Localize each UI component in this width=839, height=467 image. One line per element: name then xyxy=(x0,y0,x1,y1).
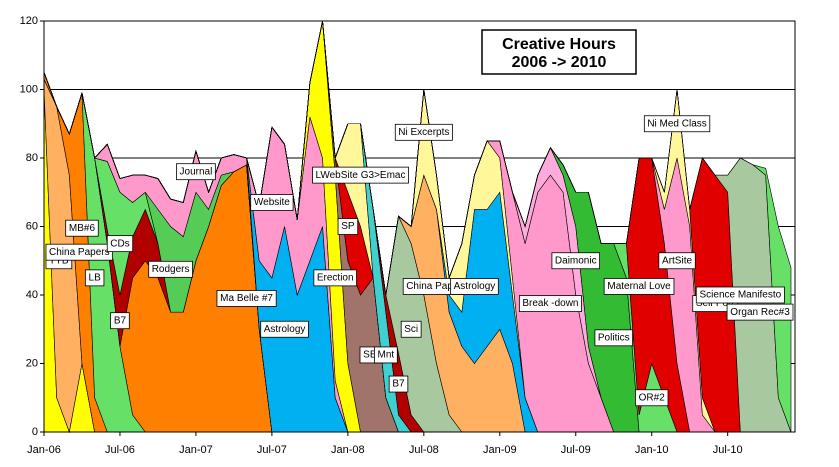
series-label: Daimonic xyxy=(555,255,597,266)
series-label: Ni Excerpts xyxy=(398,127,449,138)
x-tick-label: Jan-09 xyxy=(483,444,517,456)
label-box xyxy=(374,346,398,364)
series-label: SP xyxy=(341,221,355,232)
label-box xyxy=(635,389,669,407)
axes: 0 20 40 60 80 100 120 Jan-06 Jul-06 Jan-07 Jul-07 J… xyxy=(20,15,743,456)
series-label: Science Manifesto xyxy=(699,290,781,301)
series-label: Erection xyxy=(317,273,354,284)
label-box xyxy=(594,329,633,347)
series-label: Maternal Love xyxy=(607,281,671,292)
x-tick-label: Jul-09 xyxy=(561,444,591,456)
series-label: SEA xyxy=(363,350,383,361)
label-box xyxy=(400,320,422,338)
title-box xyxy=(481,29,637,75)
label-box xyxy=(84,269,105,287)
label-box xyxy=(148,260,193,278)
series-label: Ma Belle #7 xyxy=(220,293,273,304)
series-label: Rodgers xyxy=(152,264,190,275)
x-tick-label: Jan-07 xyxy=(179,444,213,456)
label-box xyxy=(250,194,294,211)
series-label: LB xyxy=(89,273,102,284)
label-box xyxy=(658,252,696,270)
label-box xyxy=(45,243,113,261)
series-label: TYB xyxy=(49,255,69,266)
areas xyxy=(43,20,792,434)
series-label: B7 xyxy=(114,315,127,326)
label-box xyxy=(110,312,130,330)
series-label: Mnt xyxy=(378,350,395,361)
label-box xyxy=(388,375,409,393)
y-tick-label: 60 xyxy=(26,220,38,232)
series-label: Website xyxy=(254,197,290,208)
label-box xyxy=(394,123,453,141)
series-label: Break -down xyxy=(522,298,578,309)
series-label: Astrology xyxy=(264,324,306,335)
series-label: Politics xyxy=(598,332,630,343)
x-tick-label: Jul-06 xyxy=(105,444,135,456)
label-box xyxy=(337,218,359,235)
label-box xyxy=(313,269,357,287)
label-box xyxy=(176,163,216,181)
x-tick-label: Jan-06 xyxy=(27,444,61,456)
chart-title: Creative Hours xyxy=(502,36,616,53)
series-label: Ni Med Class xyxy=(647,118,706,129)
x-tick-label: Jan-10 xyxy=(635,444,669,456)
label-box xyxy=(551,252,601,270)
x-tick-label: Jul-07 xyxy=(257,444,287,456)
series-label: Astrology xyxy=(454,281,496,292)
series-label: China Papers xyxy=(49,247,110,258)
label-box xyxy=(65,219,99,237)
series-label: Self Port xyxy=(696,298,735,309)
y-tick-label: 0 xyxy=(32,426,38,438)
label-box xyxy=(518,295,582,312)
series-label: ArtSite xyxy=(662,255,692,266)
series-label: MB#6 xyxy=(69,223,96,234)
chart-subtitle: 2006 -> 2010 xyxy=(512,54,607,71)
label-box xyxy=(312,166,409,184)
series-label: Journal xyxy=(180,166,213,177)
series-label: Sci xyxy=(404,324,418,335)
label-box xyxy=(695,286,785,304)
series-label: LWebSite G3>Emac xyxy=(316,170,406,181)
y-tick-label: 120 xyxy=(20,15,38,27)
x-tick-label: Jan-08 xyxy=(331,444,365,456)
series-label: CDs xyxy=(110,238,129,249)
series-label: OR#2 xyxy=(639,392,666,403)
label-box xyxy=(106,235,134,253)
x-tick-label: Jul-10 xyxy=(713,444,743,456)
y-tick-label: 100 xyxy=(20,83,38,95)
series-label: B7 xyxy=(392,379,405,390)
label-box xyxy=(603,278,675,295)
label-box xyxy=(450,278,499,295)
y-tick-label: 40 xyxy=(26,289,38,301)
series-label: China Papers xyxy=(406,281,467,292)
series-label: Organ Rec#3 xyxy=(730,307,790,318)
label-box xyxy=(643,115,711,133)
area xyxy=(43,20,792,433)
y-tick-label: 80 xyxy=(26,152,38,164)
label-box xyxy=(726,303,794,321)
label-box xyxy=(260,320,309,338)
y-tick-label: 20 xyxy=(26,357,38,369)
x-tick-label: Jul-08 xyxy=(409,444,439,456)
label-box xyxy=(216,290,277,307)
